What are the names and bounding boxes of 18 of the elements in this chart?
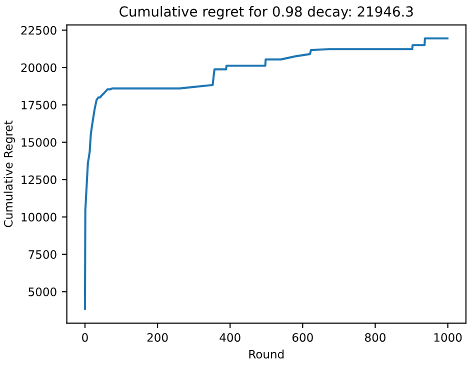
x-tick-label: 400 <box>220 333 240 342</box>
chart-title: Cumulative regret for 0.98 decay: 21946.3 <box>120 6 413 20</box>
y-tick-label: 10000 <box>22 212 56 222</box>
x-axis-title: Round <box>249 350 284 359</box>
x-tick-label: 600 <box>292 333 313 342</box>
x-tick-label: 200 <box>147 333 168 342</box>
y-tick-label: 5000 <box>28 288 56 296</box>
y-tick-label: 20000 <box>21 63 56 72</box>
y-tick-label: 15000 <box>22 138 56 147</box>
y-tick-label: 7500 <box>28 250 56 259</box>
x-tick-label: 0 <box>82 333 88 342</box>
y-tick-label: 22500 <box>21 26 56 35</box>
y-tick-label: 12500 <box>22 175 56 184</box>
line-series <box>84 37 448 310</box>
y-tick-label: 17500 <box>22 100 56 110</box>
x-tick-label: 800 <box>365 333 386 342</box>
y-axis-title: Cumulative Regret <box>4 120 15 228</box>
x-tick-label: 1000 <box>434 333 462 342</box>
